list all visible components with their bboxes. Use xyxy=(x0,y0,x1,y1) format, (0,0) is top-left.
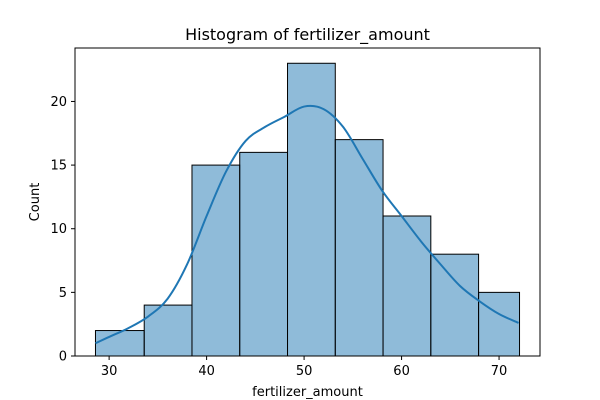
chart-title: Histogram of fertilizer_amount xyxy=(185,25,430,45)
y-tick-label-10: 10 xyxy=(50,222,67,237)
x-tick-label-40: 40 xyxy=(198,364,215,379)
x-tick-label-60: 60 xyxy=(393,364,410,379)
histogram-bar-7 xyxy=(382,215,432,357)
histogram-bar-8 xyxy=(430,253,480,357)
kde-curve xyxy=(95,104,519,345)
histogram-bar-9 xyxy=(478,291,521,357)
y-axis-label: Count xyxy=(28,183,43,222)
y-tick-label-0: 0 xyxy=(59,350,67,365)
plot-frame xyxy=(74,47,541,357)
histogram-bar-4 xyxy=(239,151,289,357)
y-tick-label-15: 15 xyxy=(50,159,67,174)
histogram-bar-6 xyxy=(334,139,384,357)
y-axis-ticks: 0 5 10 15 20 xyxy=(50,95,75,365)
x-tick-label-50: 50 xyxy=(296,364,313,379)
x-tick-label-30: 30 xyxy=(101,364,118,379)
y-tick-label-5: 5 xyxy=(59,286,67,301)
x-tick-label-70: 70 xyxy=(491,364,508,379)
histogram-bar-3 xyxy=(191,164,241,357)
x-axis-ticks: 30 40 50 60 70 xyxy=(101,356,507,379)
histogram-bar-1 xyxy=(94,330,145,357)
x-axis-label: fertilizer_amount xyxy=(252,385,363,400)
y-tick-label-20: 20 xyxy=(50,95,67,110)
histogram-bar-5 xyxy=(287,62,336,357)
histogram-bars xyxy=(94,62,521,357)
histogram-bar-2 xyxy=(143,304,193,357)
